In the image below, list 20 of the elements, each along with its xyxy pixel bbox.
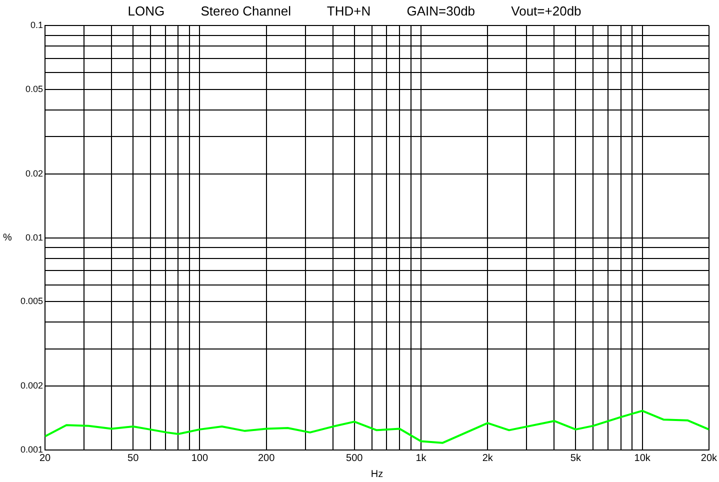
y-tick-label: 0.02 [25,168,43,178]
x-tick-label: 20k [700,452,718,464]
x-tick-label: 10k [634,452,652,464]
y-tick-label: 0.002 [20,380,43,391]
x-tick-label: 100 [191,452,208,464]
x-tick-label: 2k [482,452,494,464]
x-axis-title: Hz [370,468,384,480]
y-tick-label: 0.01 [25,232,43,242]
y-axis-title: % [3,232,12,244]
y-tick-label: 0.1 [30,20,43,30]
x-tick-label: 20 [39,452,51,464]
x-tick-label: 1k [416,452,428,464]
x-tick-label: 200 [258,452,276,464]
x-tick-label: 500 [346,452,364,464]
x-tick-label: 50 [128,452,140,464]
chart-title: LONG Stereo Channel THD+N GAIN=30db Vout=+20db [128,3,582,18]
y-tick-label: 0.005 [20,296,43,306]
y-tick-label: 0.001 [20,444,43,454]
y-tick-label: 0.05 [25,84,43,94]
x-tick-label: 5k [570,452,582,464]
